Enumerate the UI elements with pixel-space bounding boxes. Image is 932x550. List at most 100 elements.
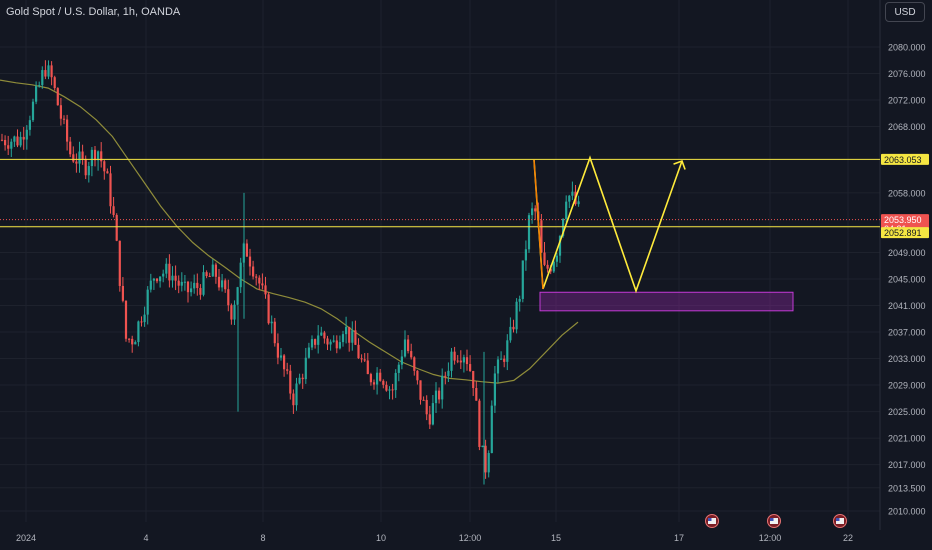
zone-rect[interactable] — [539, 291, 794, 312]
candle-body — [273, 321, 276, 344]
candle-body — [558, 235, 562, 256]
y-tick-label: 2045.000 — [888, 275, 926, 285]
flag-canton — [770, 518, 774, 521]
candle-body — [255, 276, 258, 278]
candle-body — [403, 339, 407, 357]
candle-body — [509, 326, 512, 341]
candle-body — [453, 351, 456, 361]
economic-events[interactable] — [705, 514, 847, 528]
candle-body — [323, 332, 326, 339]
x-tick-label: 12:00 — [459, 533, 482, 543]
candle-body — [366, 360, 369, 375]
candle-body — [140, 321, 143, 323]
current-price-label: 2053.950 — [884, 215, 922, 225]
candle-body — [568, 195, 571, 202]
candle-body — [515, 301, 518, 330]
us-flag-icon[interactable] — [705, 514, 719, 528]
flag-body — [770, 518, 778, 524]
moving-average-line — [0, 79, 579, 384]
us-flag-icon[interactable] — [767, 514, 781, 528]
candle-body — [320, 332, 323, 336]
candle-body — [512, 326, 515, 330]
candle-body — [248, 256, 252, 267]
candle-body — [456, 360, 459, 362]
candle-body — [131, 338, 134, 345]
candle-body — [97, 151, 100, 161]
x-tick-label: 10 — [376, 533, 386, 543]
candle-body — [50, 65, 53, 78]
candle-body — [472, 371, 475, 389]
candle-body — [165, 263, 168, 274]
candle-body — [193, 282, 196, 289]
candle-body — [438, 390, 441, 400]
arrow-head — [673, 159, 686, 170]
symbol-title: Gold Spot / U.S. Dollar, 1h, OANDA — [6, 6, 181, 18]
candle-body — [264, 285, 267, 295]
y-tick-label: 2080.000 — [888, 43, 926, 53]
candle-body — [233, 304, 236, 320]
candle-body — [159, 276, 162, 282]
candle-body — [171, 275, 174, 281]
candle-body — [506, 340, 509, 362]
candle-body — [289, 370, 292, 394]
candle-body — [174, 275, 177, 281]
candle-body — [338, 342, 341, 349]
grid-lines — [0, 0, 881, 530]
candle-body — [190, 288, 193, 293]
candle-body — [186, 281, 190, 293]
candle-body — [25, 129, 28, 140]
candle-body — [252, 266, 255, 277]
candle-body — [115, 214, 118, 241]
candle-body — [137, 321, 140, 343]
candle-body — [121, 285, 124, 301]
candle-body — [69, 141, 72, 155]
candle-body — [469, 364, 472, 372]
candle-body — [450, 351, 453, 371]
candle-body — [307, 347, 310, 358]
candle-body — [379, 372, 382, 381]
entry-leg — [533, 159, 544, 289]
candle-body — [124, 300, 128, 339]
currency-button[interactable]: USD — [885, 2, 925, 22]
candle-body — [301, 377, 304, 380]
candle-body — [345, 326, 348, 335]
candle-body — [211, 264, 214, 277]
candle-body — [81, 151, 84, 159]
us-flag-icon[interactable] — [833, 514, 847, 528]
flag-canton — [708, 518, 712, 521]
candle-body — [10, 141, 13, 149]
candle-body — [28, 120, 31, 130]
horizontal-levels[interactable] — [0, 158, 880, 228]
candle-body — [56, 88, 59, 106]
candle-body — [183, 281, 186, 283]
candle-body — [382, 380, 385, 385]
candle-body — [400, 356, 403, 365]
candle-body — [317, 335, 320, 345]
candle-body — [13, 136, 16, 142]
candle-body — [221, 280, 224, 288]
support-price-label: 2052.891 — [884, 228, 922, 238]
candle-body — [493, 373, 496, 406]
time-axis[interactable]: 2024 4 8 10 12:00 15 17 12:00 22 — [16, 533, 853, 543]
candle-body — [543, 252, 546, 265]
y-tick-label: 2013.500 — [888, 483, 926, 493]
demand-zone[interactable] — [539, 291, 794, 312]
candle-body — [283, 355, 286, 370]
candle-body — [62, 118, 66, 120]
candle-body — [146, 289, 149, 315]
candle-body — [245, 243, 248, 257]
candle-body — [354, 330, 357, 345]
candle-body — [236, 287, 239, 305]
candle-body — [286, 369, 289, 371]
candle-body — [298, 377, 301, 384]
candle-body — [407, 339, 410, 352]
projection-zigzag[interactable] — [533, 155, 686, 294]
candle-body — [310, 339, 314, 348]
candle-body — [481, 445, 484, 447]
candle-body — [292, 393, 295, 406]
candle-body — [143, 314, 146, 323]
candle-body — [524, 249, 527, 261]
